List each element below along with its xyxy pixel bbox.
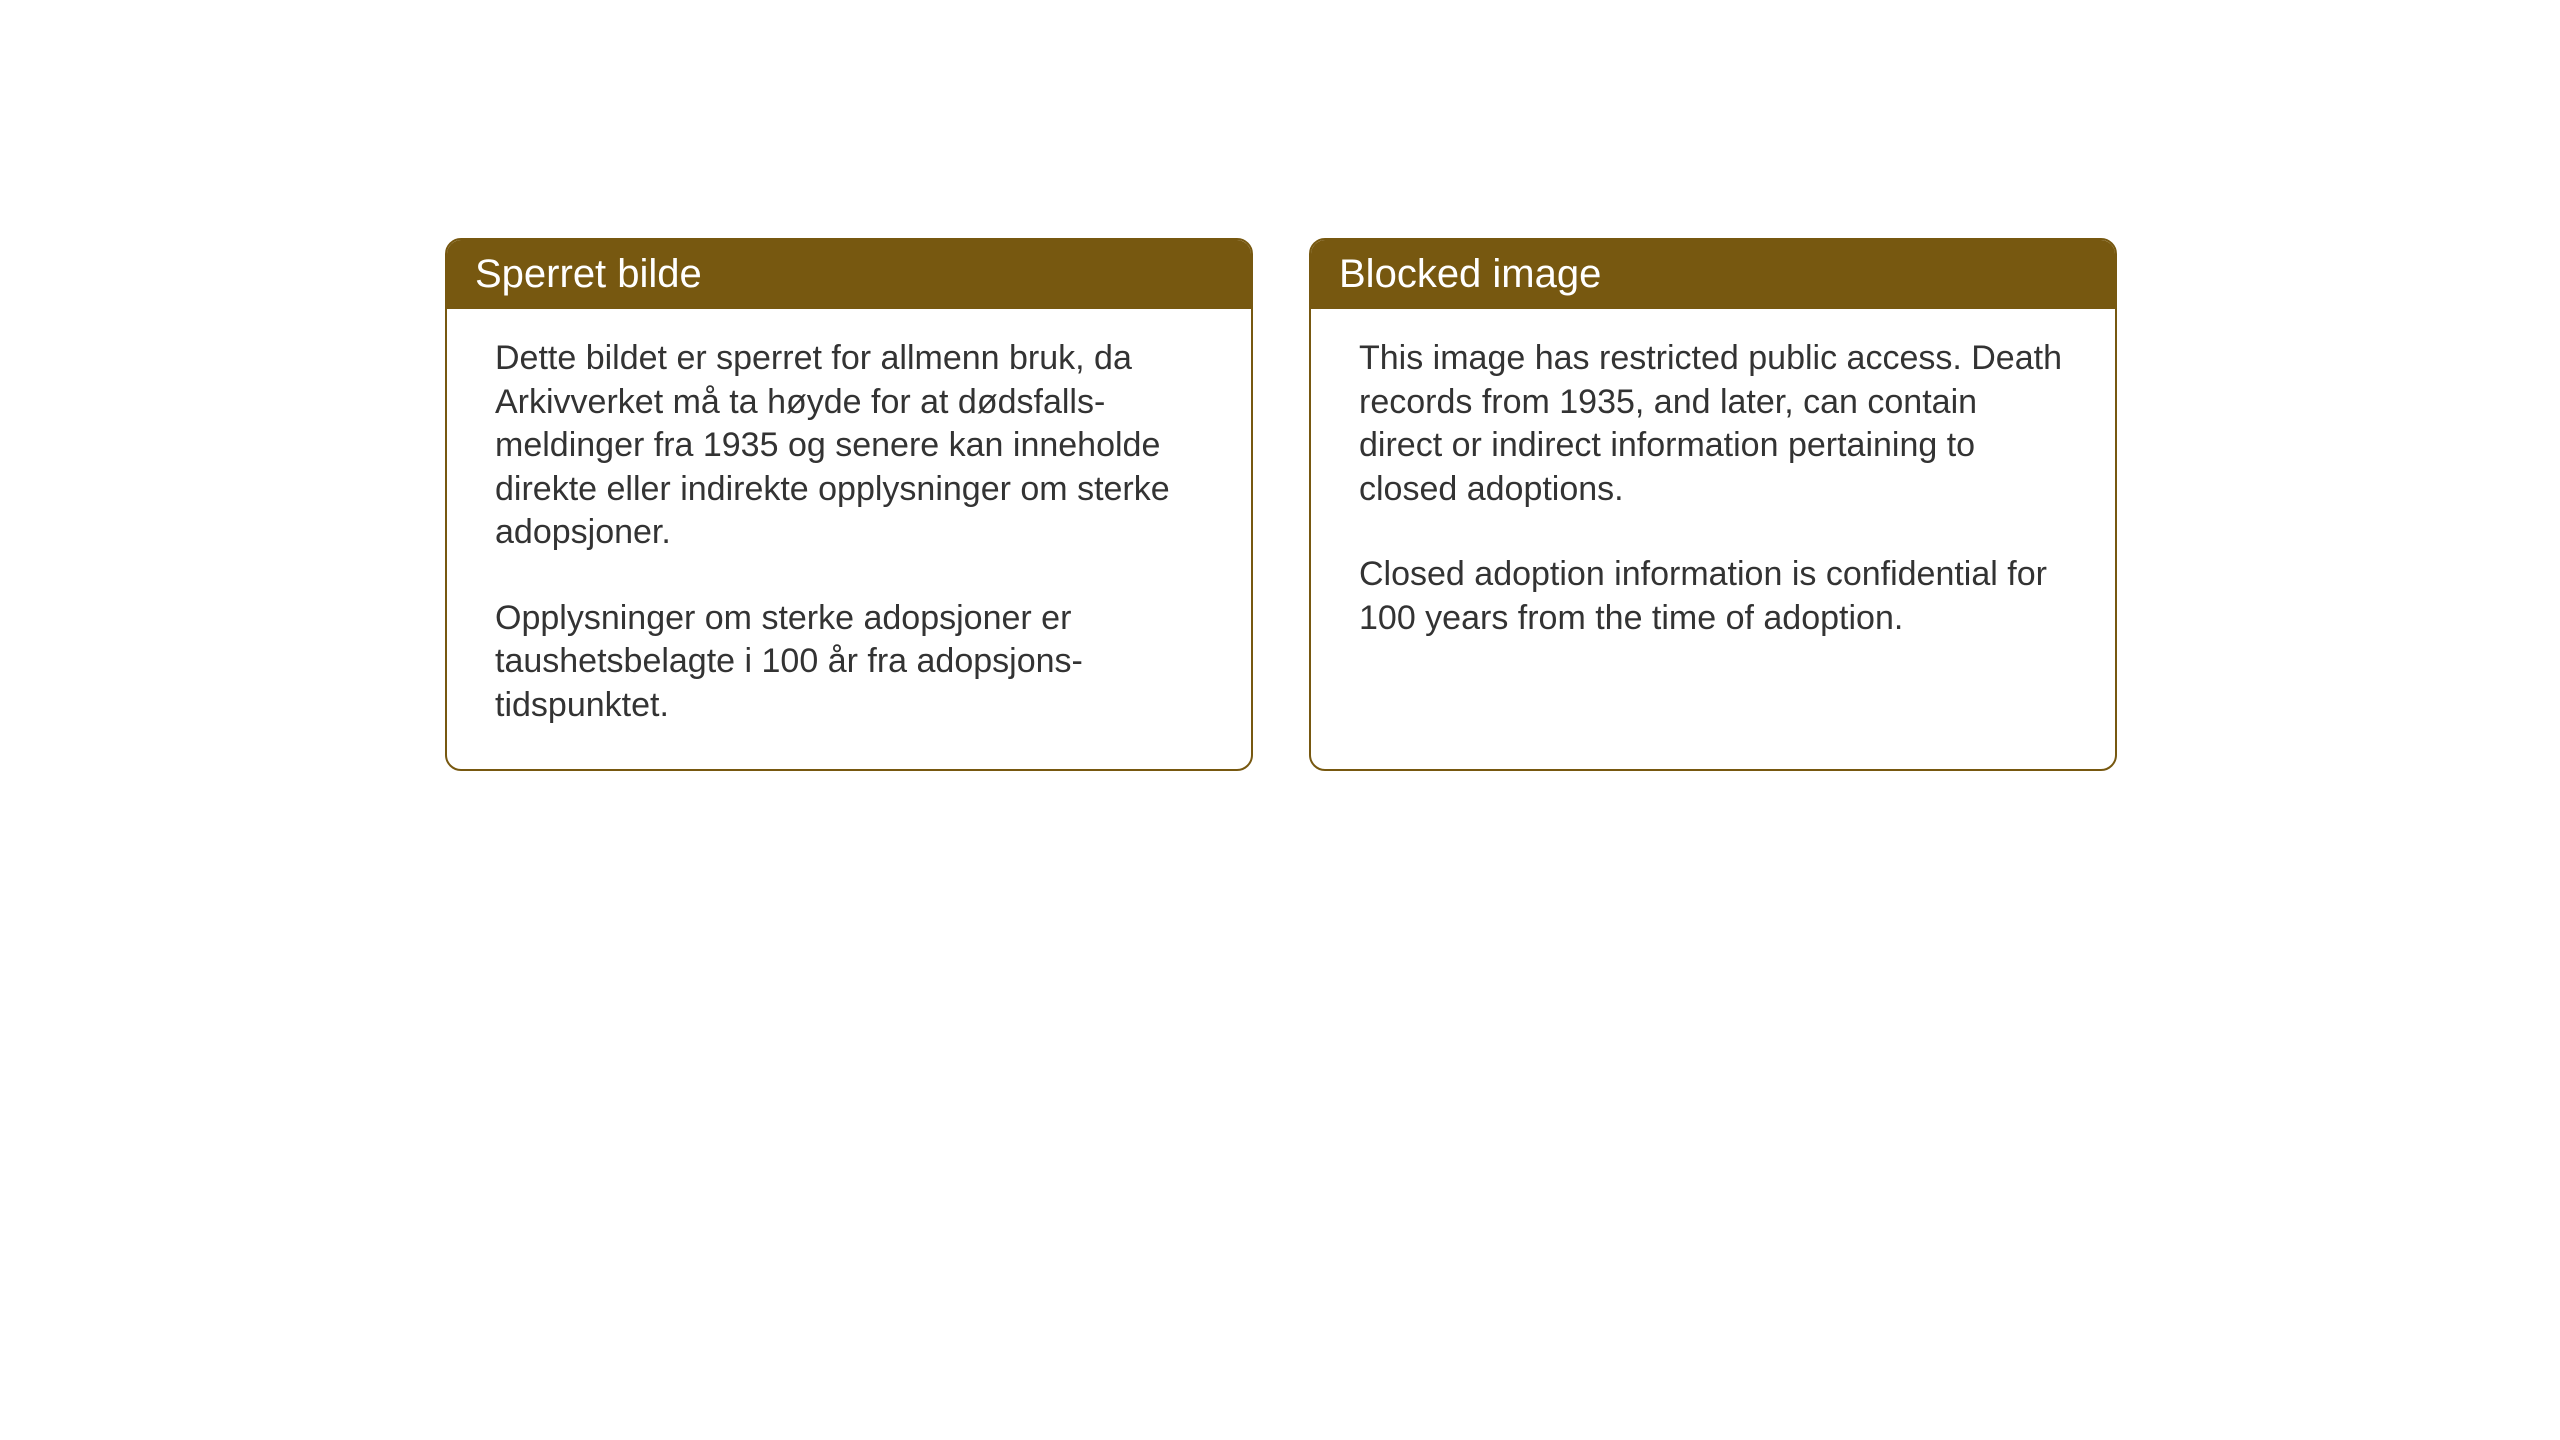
card-header-english: Blocked image bbox=[1311, 240, 2115, 309]
notice-card-english: Blocked image This image has restricted … bbox=[1309, 238, 2117, 771]
card-paragraph-2-norwegian: Opplysninger om sterke adopsjoner er tau… bbox=[495, 597, 1203, 728]
notice-container: Sperret bilde Dette bildet er sperret fo… bbox=[445, 238, 2117, 771]
card-paragraph-1-english: This image has restricted public access.… bbox=[1359, 337, 2067, 511]
card-body-norwegian: Dette bildet er sperret for allmenn bruk… bbox=[447, 309, 1251, 769]
card-title-norwegian: Sperret bilde bbox=[475, 252, 702, 296]
notice-card-norwegian: Sperret bilde Dette bildet er sperret fo… bbox=[445, 238, 1253, 771]
card-header-norwegian: Sperret bilde bbox=[447, 240, 1251, 309]
card-paragraph-2-english: Closed adoption information is confident… bbox=[1359, 553, 2067, 640]
card-title-english: Blocked image bbox=[1339, 252, 1601, 296]
card-paragraph-1-norwegian: Dette bildet er sperret for allmenn bruk… bbox=[495, 337, 1203, 555]
card-body-english: This image has restricted public access.… bbox=[1311, 309, 2115, 682]
